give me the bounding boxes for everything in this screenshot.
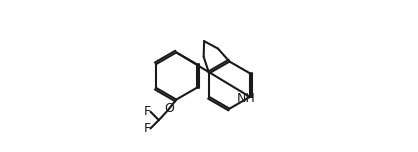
Text: NH: NH: [237, 92, 255, 105]
Text: F: F: [144, 105, 151, 118]
Text: F: F: [144, 122, 151, 135]
Text: O: O: [164, 102, 173, 115]
